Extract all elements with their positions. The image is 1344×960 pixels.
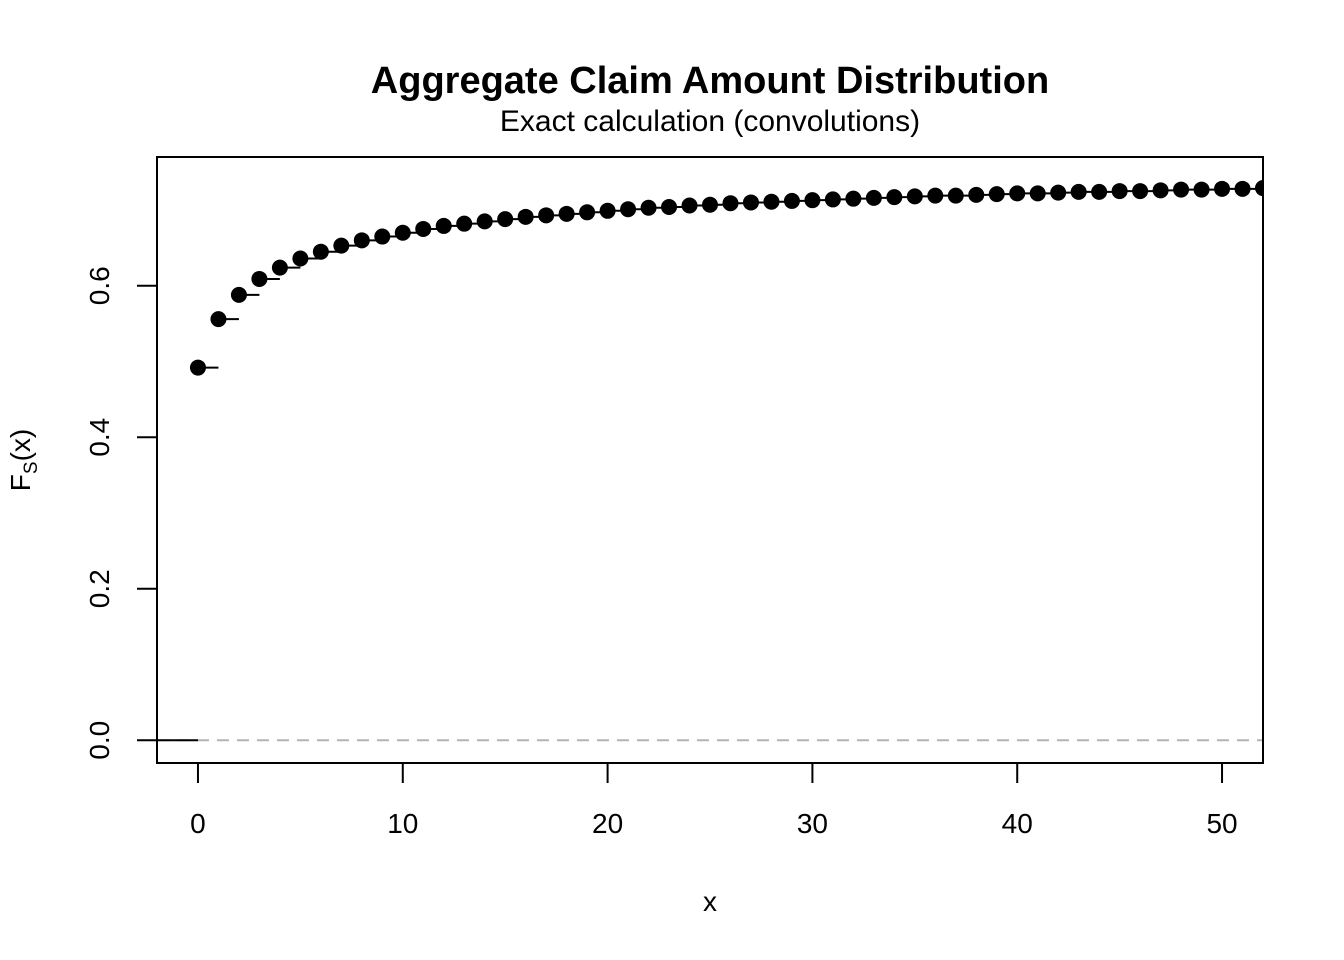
data-point — [783, 192, 800, 209]
data-point — [517, 208, 534, 225]
data-point — [824, 191, 841, 208]
data-point — [251, 270, 268, 287]
x-tick-label: 0 — [190, 808, 206, 839]
data-point — [988, 186, 1005, 203]
y-tick-label: 0.4 — [84, 418, 115, 457]
y-axis: 0.0 0.2 0.4 0.6 — [84, 266, 158, 760]
data-point — [968, 186, 985, 203]
data-point — [763, 193, 780, 210]
data-point — [702, 196, 718, 213]
data-point — [353, 232, 370, 249]
data-point — [333, 237, 350, 254]
data-point — [456, 215, 473, 232]
y-axis-label: FS(x) — [5, 429, 42, 491]
data-point — [927, 187, 944, 204]
x-tick-label: 40 — [1002, 808, 1033, 839]
data-point — [1193, 181, 1210, 198]
data-point — [538, 207, 555, 224]
data-point — [947, 187, 964, 204]
data-point — [1050, 184, 1067, 201]
data-point — [435, 217, 452, 234]
data-point — [1029, 185, 1046, 202]
y-tick-label: 0.6 — [84, 266, 115, 305]
x-tick-label: 20 — [592, 808, 623, 839]
x-tick-label: 10 — [387, 808, 418, 839]
x-tick-label: 50 — [1206, 808, 1237, 839]
data-point — [189, 359, 206, 376]
data-point — [558, 205, 575, 222]
data-point — [845, 190, 862, 207]
data-point — [210, 311, 227, 328]
data-point — [742, 194, 759, 211]
data-point — [312, 243, 329, 260]
y-tick-label: 0.0 — [84, 721, 115, 760]
data-point — [1132, 183, 1149, 200]
data-point — [886, 189, 903, 206]
data-point — [804, 192, 821, 209]
y-tick-label: 0.2 — [84, 569, 115, 608]
y-axis-label-main: F — [5, 474, 36, 491]
data-point — [271, 259, 288, 276]
data-point — [1173, 181, 1190, 198]
chart-title: Aggregate Claim Amount Distribution — [371, 60, 1049, 102]
data-point — [1152, 182, 1169, 199]
chart-subtitle: Exact calculation (convolutions) — [500, 105, 920, 138]
data-point — [476, 213, 493, 230]
data-point — [1255, 180, 1263, 197]
data-point — [374, 228, 391, 245]
data-point — [292, 250, 309, 267]
data-points — [189, 180, 1263, 376]
data-point — [599, 202, 616, 219]
x-tick-label: 30 — [797, 808, 828, 839]
data-point — [230, 286, 247, 303]
data-point — [497, 211, 514, 228]
data-point — [394, 224, 411, 241]
data-point — [865, 189, 882, 206]
y-axis-label-subscript: S — [21, 461, 42, 474]
data-point — [661, 198, 678, 215]
x-axis-label: x — [703, 886, 717, 917]
data-point — [1111, 183, 1128, 200]
data-point — [620, 201, 637, 218]
data-point — [1091, 183, 1108, 200]
data-point — [906, 188, 923, 205]
data-point — [1234, 180, 1251, 197]
step-segments — [157, 187, 1263, 742]
data-point — [1009, 185, 1026, 202]
data-point — [640, 199, 657, 216]
y-axis-label-suffix: (x) — [5, 429, 36, 462]
data-point — [722, 195, 739, 212]
data-point — [415, 220, 432, 237]
data-point — [1214, 180, 1231, 197]
x-axis: 0 10 20 30 40 50 — [190, 762, 1238, 839]
data-point — [681, 197, 698, 214]
data-point — [579, 204, 596, 221]
data-point — [1070, 183, 1087, 200]
